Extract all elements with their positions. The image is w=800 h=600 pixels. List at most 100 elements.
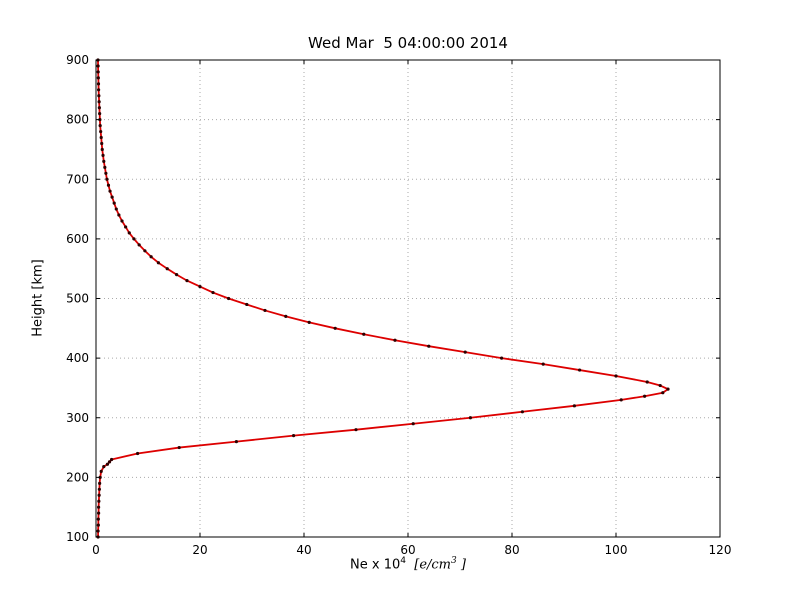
data-marker bbox=[98, 112, 102, 116]
data-marker bbox=[102, 159, 106, 163]
data-marker bbox=[578, 368, 582, 372]
x-axis-unit-open: [ bbox=[414, 557, 420, 573]
y-axis-label: Height [km] bbox=[30, 259, 46, 337]
x-tick-label: 100 bbox=[605, 543, 628, 557]
data-marker bbox=[97, 106, 101, 110]
data-marker bbox=[292, 434, 296, 438]
data-marker bbox=[165, 267, 169, 271]
x-axis-unit: e/cm bbox=[419, 557, 452, 573]
y-tick-label: 100 bbox=[66, 530, 89, 544]
data-marker bbox=[411, 422, 415, 426]
data-marker bbox=[100, 141, 104, 146]
data-line bbox=[97, 59, 669, 537]
data-marker bbox=[108, 189, 112, 193]
data-marker bbox=[103, 165, 107, 169]
data-marker bbox=[100, 147, 104, 152]
data-marker bbox=[362, 332, 366, 336]
y-tick-label: 700 bbox=[66, 172, 89, 186]
data-marker bbox=[227, 296, 231, 301]
data-marker bbox=[96, 523, 100, 527]
data-marker bbox=[96, 70, 100, 74]
data-marker bbox=[354, 428, 358, 432]
x-tick-label: 40 bbox=[296, 543, 311, 557]
data-marker bbox=[101, 153, 105, 157]
data-marker bbox=[98, 123, 102, 128]
data-marker bbox=[112, 201, 116, 205]
data-marker bbox=[97, 487, 101, 491]
data-marker bbox=[120, 219, 124, 223]
data-marker bbox=[500, 356, 504, 360]
x-axis-label-exponent: 4 bbox=[400, 556, 406, 566]
data-marker bbox=[234, 440, 238, 444]
data-marker bbox=[98, 481, 102, 485]
data-marker bbox=[661, 391, 665, 395]
data-marker bbox=[643, 394, 647, 398]
data-marker bbox=[117, 213, 121, 217]
data-marker bbox=[572, 404, 577, 408]
data-marker bbox=[132, 237, 136, 241]
x-axis-label: Ne x 104 [e/cm3 ] bbox=[96, 556, 720, 572]
data-marker bbox=[96, 529, 100, 533]
data-marker bbox=[284, 314, 288, 318]
y-tick-label: 200 bbox=[66, 470, 89, 484]
data-marker bbox=[619, 398, 623, 402]
data-marker bbox=[541, 362, 545, 366]
x-tick-label: 80 bbox=[504, 543, 519, 557]
chart-title: Wed Mar 5 04:00:00 2014 bbox=[308, 34, 508, 52]
x-tick-label: 20 bbox=[192, 543, 207, 557]
data-marker bbox=[658, 383, 662, 388]
data-marker bbox=[156, 261, 160, 265]
data-marker bbox=[177, 445, 181, 450]
data-marker bbox=[614, 374, 618, 378]
data-marker bbox=[97, 493, 101, 497]
data-marker bbox=[393, 338, 397, 342]
data-marker bbox=[99, 469, 103, 474]
data-marker bbox=[468, 416, 472, 420]
data-marker bbox=[245, 302, 249, 307]
data-marker bbox=[124, 225, 128, 229]
y-tick-label: 500 bbox=[66, 292, 89, 306]
data-marker bbox=[137, 243, 141, 247]
data-marker bbox=[98, 475, 102, 479]
y-tick-label: 600 bbox=[66, 232, 89, 246]
data-marker bbox=[645, 380, 649, 384]
x-axis-unit-exponent: 3 bbox=[451, 556, 457, 566]
data-marker bbox=[104, 171, 108, 175]
x-tick-label: 60 bbox=[400, 543, 415, 557]
data-marker bbox=[96, 64, 100, 68]
data-marker bbox=[136, 451, 140, 456]
data-marker bbox=[99, 129, 103, 134]
x-tick-label: 120 bbox=[709, 543, 732, 557]
data-marker bbox=[110, 195, 114, 199]
data-marker bbox=[96, 517, 100, 521]
data-marker bbox=[185, 279, 189, 283]
data-marker bbox=[263, 308, 267, 313]
data-marker bbox=[96, 82, 101, 86]
data-marker bbox=[107, 460, 112, 464]
data-marker bbox=[97, 94, 101, 98]
data-marker bbox=[666, 387, 670, 391]
data-marker bbox=[97, 511, 101, 515]
data-marker bbox=[175, 273, 179, 277]
data-marker bbox=[198, 284, 202, 289]
y-tick-label: 300 bbox=[66, 411, 89, 425]
data-marker bbox=[106, 183, 111, 187]
data-marker bbox=[307, 320, 311, 324]
y-tick-label: 800 bbox=[66, 113, 89, 127]
x-tick-label: 0 bbox=[92, 543, 100, 557]
data-marker bbox=[99, 135, 103, 140]
data-marker bbox=[97, 88, 101, 92]
data-marker bbox=[97, 100, 101, 104]
data-marker bbox=[97, 499, 101, 503]
data-marker bbox=[127, 231, 131, 235]
y-tick-label: 400 bbox=[66, 351, 89, 365]
data-marker bbox=[105, 462, 110, 466]
data-marker bbox=[105, 177, 109, 181]
data-marker bbox=[114, 207, 118, 211]
data-marker bbox=[97, 505, 101, 509]
data-marker bbox=[110, 457, 114, 462]
data-marker bbox=[102, 465, 106, 469]
data-marker bbox=[427, 344, 431, 348]
x-axis-label-prefix: Ne x 10 bbox=[350, 557, 401, 573]
